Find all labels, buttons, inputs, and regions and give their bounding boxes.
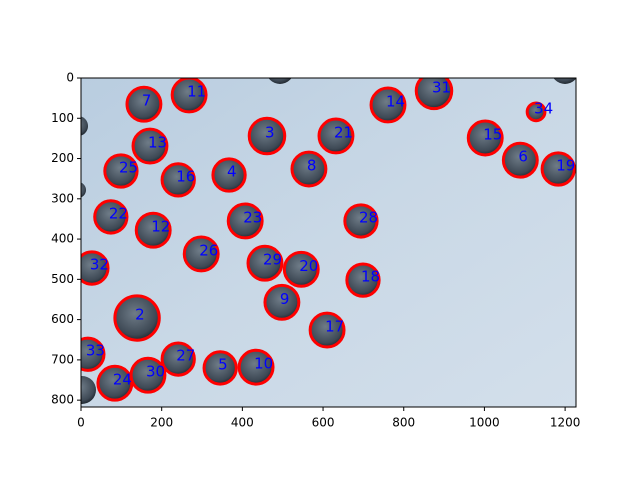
cell-label: 21 [334, 123, 353, 141]
cell-label: 16 [176, 167, 195, 185]
cell-label: 12 [151, 218, 170, 236]
cell-circle [226, 202, 264, 240]
cell-label: 29 [263, 251, 282, 269]
cell-circle [345, 262, 381, 298]
cell-circle [170, 78, 208, 114]
image-decor [81, 78, 576, 404]
cell-circle [290, 150, 328, 188]
x-tick-label: 1200 [550, 416, 581, 430]
y-tick-label: 100 [51, 111, 74, 125]
x-tick-label: 1000 [469, 416, 500, 430]
cell-circle [103, 153, 139, 189]
cell-label: 15 [483, 126, 502, 144]
cell-circle [317, 117, 355, 155]
x-tick-label: 400 [231, 416, 254, 430]
cell-circle [182, 235, 220, 273]
cell-label: 22 [109, 204, 128, 222]
cell-label: 20 [299, 257, 318, 275]
y-tick-label: 800 [51, 393, 74, 407]
cell-label: 17 [325, 318, 344, 336]
cell-label: 26 [199, 241, 218, 259]
cell-label: 27 [176, 347, 195, 365]
cell-circle [501, 141, 539, 179]
cell-label: 3 [265, 123, 275, 141]
cell-circle [282, 250, 320, 288]
cell-circle [93, 199, 129, 235]
axes-frame [80, 77, 577, 408]
cell-circle [308, 311, 346, 349]
cell-circle [369, 86, 407, 124]
cell-label: 4 [227, 163, 237, 181]
cell-label: 10 [254, 355, 273, 373]
cell-circle [160, 341, 196, 377]
y-tick-label: 300 [51, 191, 74, 205]
cell-circle [131, 127, 169, 165]
cell-circle [414, 78, 454, 111]
x-tick-label: 0 [77, 416, 85, 430]
cell-label: 6 [518, 148, 528, 166]
cell-label: 34 [534, 99, 553, 117]
x-tick-label: 800 [392, 416, 415, 430]
cell-label: 32 [90, 256, 109, 274]
y-tick-label: 600 [51, 312, 74, 326]
x-tick-label: 200 [150, 416, 173, 430]
cell-circle [125, 85, 163, 123]
cell-circle [263, 283, 301, 321]
cell-label: 28 [359, 208, 378, 226]
cell-circle [343, 203, 379, 239]
y-tick-label: 400 [51, 232, 74, 246]
cell-circle [540, 151, 576, 187]
cell-label: 14 [386, 92, 405, 110]
cell-label: 19 [556, 157, 575, 175]
cell-label: 23 [243, 208, 262, 226]
cell-label: 24 [113, 371, 132, 389]
y-tick-label: 0 [66, 71, 74, 85]
y-tick-label: 700 [51, 352, 74, 366]
cell-label: 18 [361, 268, 380, 286]
cell-label: 31 [432, 78, 451, 96]
cell-circle [113, 294, 161, 342]
cell-circle [81, 250, 110, 286]
cell-circle [202, 350, 238, 386]
cell-label: 7 [142, 92, 152, 110]
cell-label: 5 [218, 355, 228, 373]
cell-circle [525, 101, 547, 123]
cell-circle [237, 348, 275, 386]
y-tick-label: 200 [51, 151, 74, 165]
cell-circle [134, 211, 172, 249]
cell-label: 13 [148, 134, 167, 152]
cell-label: 30 [146, 363, 165, 381]
y-tick-label: 500 [51, 272, 74, 286]
cell-label: 2 [135, 306, 145, 324]
cell-label: 8 [307, 157, 317, 175]
cell-circle [247, 116, 287, 156]
cell-circle [81, 336, 106, 372]
cell-circle [211, 157, 247, 193]
cell-circle [466, 119, 504, 157]
cell-circle [160, 162, 196, 198]
cell-circle [246, 244, 284, 282]
cell-label: 33 [86, 342, 105, 360]
cell-label: 25 [119, 159, 138, 177]
cell-label: 9 [280, 290, 290, 308]
x-tick-label: 600 [312, 416, 335, 430]
cell-label: 11 [187, 82, 206, 100]
cell-circle [96, 364, 134, 402]
